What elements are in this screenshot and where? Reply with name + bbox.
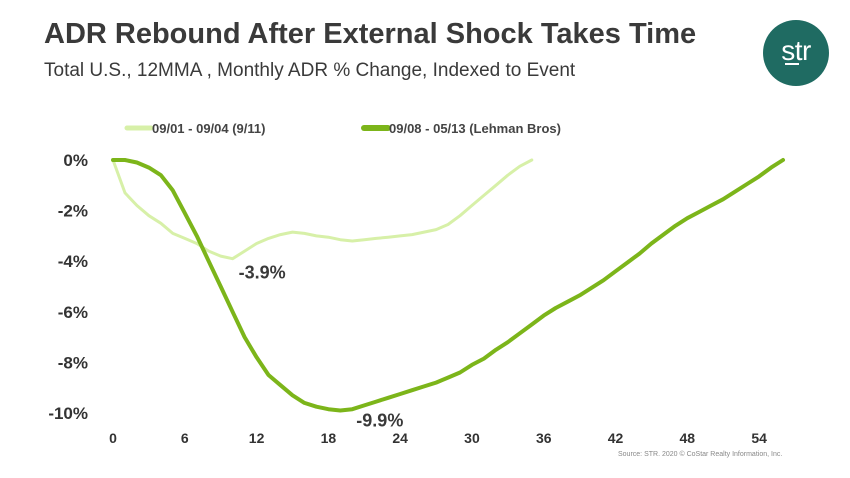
y-tick-label: -10% <box>48 404 88 423</box>
x-tick-label: 24 <box>392 430 408 446</box>
y-axis: 0% -2% -4% -6% -8% -10% <box>48 151 88 423</box>
chart-legend: 09/01 - 09/04 (9/11) 09/08 - 05/13 (Lehma… <box>124 121 561 136</box>
logo-text: str <box>781 35 811 66</box>
y-tick-label: -8% <box>58 353 88 372</box>
annotation-layer: -3.9% -9.9% <box>239 263 404 431</box>
chart-title: ADR Rebound After External Shock Takes T… <box>44 18 697 50</box>
x-tick-label: 0 <box>109 430 117 446</box>
y-tick-label: -6% <box>58 303 88 322</box>
x-tick-label: 12 <box>249 430 265 446</box>
x-tick-label: 54 <box>751 430 767 446</box>
y-tick-label: 0% <box>63 151 88 170</box>
legend-label-1: 09/01 - 09/04 (9/11) <box>152 121 265 136</box>
legend-label-2: 09/08 - 05/13 (Lehman Bros) <box>389 121 561 136</box>
x-tick-label: 48 <box>680 430 696 446</box>
series-line-1 <box>111 158 534 261</box>
y-tick-label: -2% <box>58 202 88 221</box>
x-tick-label: 6 <box>181 430 189 446</box>
annotation-label: -9.9% <box>356 410 403 430</box>
logo-underline <box>785 63 799 65</box>
series-layer <box>111 158 785 413</box>
series-line-2 <box>111 158 785 413</box>
x-tick-label: 42 <box>608 430 624 446</box>
chart-subtitle: Total U.S., 12MMA , Monthly ADR % Change… <box>44 60 576 81</box>
x-axis: 0 6 12 18 24 30 36 42 48 54 <box>109 430 767 446</box>
source-note: Source: STR. 2020 © CoStar Realty Inform… <box>618 451 783 458</box>
annotation-label: -3.9% <box>239 263 286 283</box>
y-tick-label: -4% <box>58 252 88 271</box>
x-tick-label: 18 <box>321 430 337 446</box>
x-tick-label: 36 <box>536 430 552 446</box>
str-logo: str <box>763 20 829 86</box>
x-tick-label: 30 <box>464 430 480 446</box>
